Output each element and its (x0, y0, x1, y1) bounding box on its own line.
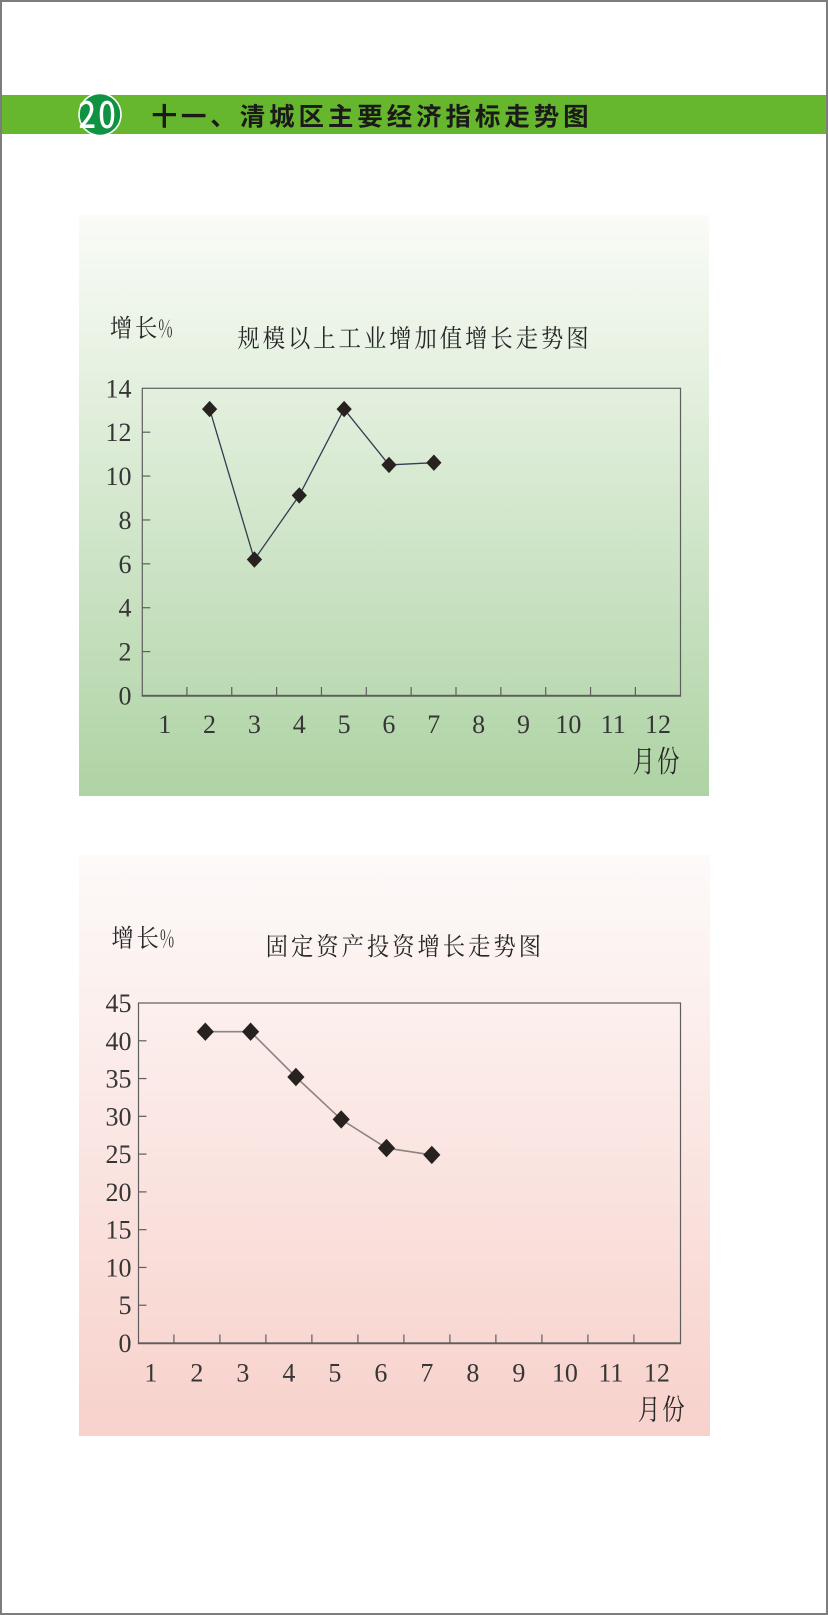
svg-text:12: 12 (106, 418, 132, 447)
svg-text:0: 0 (119, 1329, 132, 1358)
svg-text:1: 1 (144, 1359, 157, 1388)
svg-text:4: 4 (119, 594, 132, 623)
svg-text:6: 6 (119, 550, 132, 579)
svg-text:6: 6 (374, 1359, 387, 1388)
svg-text:40: 40 (106, 1027, 132, 1056)
svg-text:2: 2 (119, 638, 132, 667)
svg-text:12: 12 (644, 1359, 670, 1388)
svg-text:10: 10 (555, 710, 581, 739)
svg-text:35: 35 (106, 1065, 132, 1094)
svg-text:10: 10 (106, 1253, 132, 1282)
svg-text:8: 8 (472, 710, 485, 739)
svg-text:2: 2 (203, 710, 216, 739)
svg-text:9: 9 (517, 710, 530, 739)
svg-text:10: 10 (106, 462, 132, 491)
svg-text:8: 8 (466, 1359, 479, 1388)
svg-text:45: 45 (106, 989, 132, 1018)
svg-text:14: 14 (106, 374, 132, 403)
svg-text:1: 1 (158, 710, 171, 739)
svg-text:30: 30 (106, 1102, 132, 1131)
svg-text:15: 15 (106, 1216, 132, 1245)
svg-text:6: 6 (382, 710, 395, 739)
svg-text:11: 11 (601, 710, 626, 739)
svg-text:12: 12 (645, 710, 671, 739)
svg-text:3: 3 (248, 710, 261, 739)
svg-text:7: 7 (420, 1359, 433, 1388)
svg-text:25: 25 (106, 1140, 132, 1169)
svg-text:5: 5 (338, 710, 351, 739)
svg-text:4: 4 (282, 1359, 295, 1388)
svg-text:0: 0 (119, 682, 132, 711)
svg-text:11: 11 (598, 1359, 623, 1388)
svg-text:3: 3 (236, 1359, 249, 1388)
svg-text:4: 4 (293, 710, 306, 739)
svg-text:2: 2 (190, 1359, 203, 1388)
svg-text:8: 8 (119, 506, 132, 535)
svg-text:7: 7 (427, 710, 440, 739)
svg-text:9: 9 (512, 1359, 525, 1388)
svg-text:10: 10 (552, 1359, 578, 1388)
svg-text:20: 20 (106, 1178, 132, 1207)
svg-text:5: 5 (119, 1291, 132, 1320)
svg-text:5: 5 (328, 1359, 341, 1388)
